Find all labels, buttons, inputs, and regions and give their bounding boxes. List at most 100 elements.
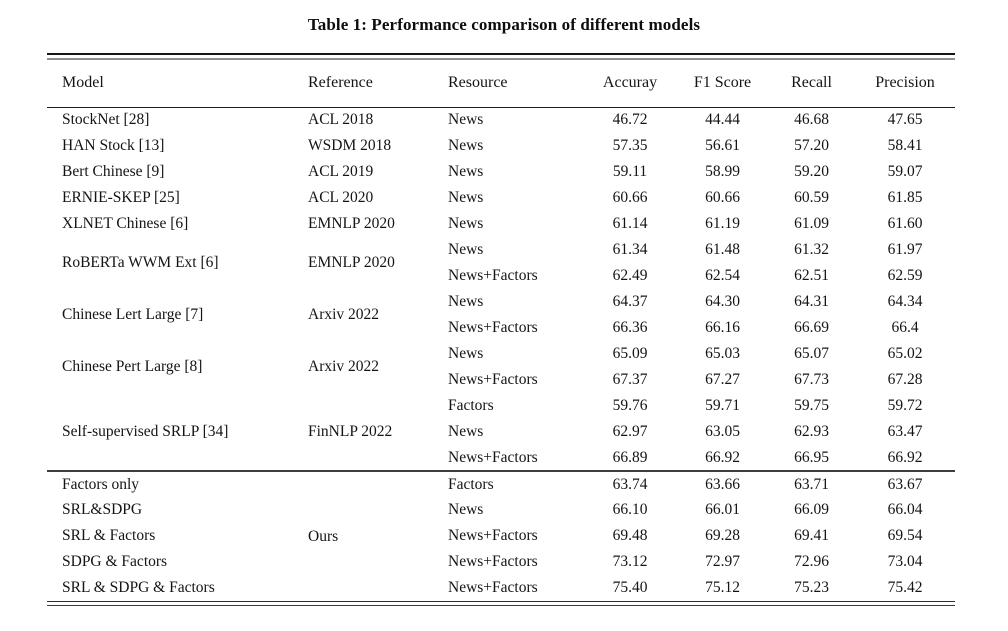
recall-cell: 61.32 xyxy=(794,241,829,258)
resource-cell: News xyxy=(448,241,484,258)
table-row: XLNET Chinese [6] EMNLP 2020 News 61.14 … xyxy=(47,211,955,237)
resource-cell: News+Factors xyxy=(448,267,538,284)
resource-cell: News+Factors xyxy=(448,527,538,544)
col-header-f1: F1 Score xyxy=(693,74,752,92)
precision-cell: 61.97 xyxy=(887,241,923,258)
f1-cell: 66.01 xyxy=(705,501,740,518)
table-top-rule xyxy=(47,53,955,60)
model-cell: ERNIE-SKEP [25] xyxy=(62,189,180,206)
f1-cell: 75.12 xyxy=(705,579,740,596)
recall-cell: 63.71 xyxy=(794,475,829,493)
resource-cell: News xyxy=(448,137,484,154)
resource-cell: News xyxy=(448,163,484,180)
performance-table-container: Model Reference Resource Accuray F1 Scor… xyxy=(47,53,955,606)
model-cell: HAN Stock [13] xyxy=(62,137,165,154)
baselines-section: StockNet [28] ACL 2018 News 46.72 44.44 … xyxy=(47,107,955,471)
reference-cell: ACL 2019 xyxy=(308,163,374,180)
f1-cell: 56.61 xyxy=(705,137,740,154)
accuracy-cell: 61.34 xyxy=(612,241,648,258)
reference-cell: ACL 2018 xyxy=(308,111,374,129)
resource-cell: News+Factors xyxy=(448,319,538,336)
recall-cell: 57.20 xyxy=(794,137,829,154)
reference-cell: WSDM 2018 xyxy=(308,137,392,154)
accuracy-cell: 46.72 xyxy=(612,111,648,129)
accuracy-cell: 63.74 xyxy=(612,475,648,493)
table-bottom-rule xyxy=(47,601,955,606)
resource-cell: Factors xyxy=(448,475,494,493)
table-row: HAN Stock [13] WSDM 2018 News 57.35 56.6… xyxy=(47,133,955,159)
table-row: News+Factors 62.49 62.54 62.51 62.59 xyxy=(47,263,955,289)
f1-cell: 67.27 xyxy=(705,371,740,388)
accuracy-cell: 75.40 xyxy=(612,579,648,596)
recall-cell: 67.73 xyxy=(794,371,829,388)
reference-cell: ACL 2020 xyxy=(308,189,374,206)
accuracy-cell: 59.11 xyxy=(612,163,648,180)
resource-cell: News+Factors xyxy=(448,448,538,466)
col-header-resource: Resource xyxy=(448,74,508,92)
f1-cell: 72.97 xyxy=(705,553,740,570)
reference-cell: Ours xyxy=(308,527,339,545)
precision-cell: 64.34 xyxy=(887,293,923,310)
table-row: SRL&SDPG News 66.10 66.01 66.09 66.04 xyxy=(47,497,955,523)
recall-cell: 66.69 xyxy=(794,319,829,336)
accuracy-cell: 62.97 xyxy=(612,423,648,440)
table-row: Bert Chinese [9] ACL 2019 News 59.11 58.… xyxy=(47,159,955,185)
table-row: Factors only Ours Factors 63.74 63.66 63… xyxy=(47,471,955,545)
accuracy-cell: 60.66 xyxy=(612,189,648,206)
precision-cell: 62.59 xyxy=(887,267,923,284)
precision-cell: 67.28 xyxy=(887,371,923,388)
recall-cell: 65.07 xyxy=(794,345,829,362)
recall-cell: 66.09 xyxy=(794,501,829,518)
precision-cell: 61.60 xyxy=(887,215,923,232)
header-row: Model Reference Resource Accuray F1 Scor… xyxy=(47,60,955,107)
accuracy-cell: 69.48 xyxy=(612,527,648,544)
table-row: SRL & SDPG & Factors News+Factors 75.40 … xyxy=(47,575,955,601)
model-cell: SDPG & Factors xyxy=(62,553,168,570)
precision-cell: 58.41 xyxy=(887,137,923,154)
f1-cell: 62.54 xyxy=(705,267,740,284)
resource-cell: Factors xyxy=(448,397,494,414)
accuracy-cell: 57.35 xyxy=(612,137,648,154)
accuracy-cell: 67.37 xyxy=(612,371,648,388)
precision-cell: 59.72 xyxy=(887,397,923,414)
table-row: RoBERTa WWM Ext [6] EMNLP 2020 News 61.3… xyxy=(47,237,955,271)
accuracy-cell: 59.76 xyxy=(612,397,648,414)
table-row: News 62.97 63.05 62.93 63.47 xyxy=(47,419,955,445)
ours-section: Factors only Ours Factors 63.74 63.66 63… xyxy=(47,471,955,601)
resource-cell: News xyxy=(448,111,484,129)
recall-cell: 59.20 xyxy=(794,163,829,180)
recall-cell: 69.41 xyxy=(794,527,829,544)
f1-cell: 44.44 xyxy=(705,111,740,129)
col-header-precision: Precision xyxy=(875,74,935,92)
reference-cell: Arxiv 2022 xyxy=(308,358,380,375)
recall-cell: 61.09 xyxy=(794,215,829,232)
resource-cell: News xyxy=(448,189,484,206)
recall-cell: 64.31 xyxy=(794,293,829,310)
reference-cell: EMNLP 2020 xyxy=(308,254,395,271)
model-cell: Bert Chinese [9] xyxy=(62,163,165,180)
performance-table: Model Reference Resource Accuray F1 Scor… xyxy=(47,60,955,601)
accuracy-cell: 64.37 xyxy=(612,293,648,310)
model-cell: Chinese Lert Large [7] xyxy=(62,306,204,323)
col-header-recall: Recall xyxy=(791,74,832,92)
accuracy-cell: 62.49 xyxy=(612,267,648,284)
f1-cell: 65.03 xyxy=(705,345,740,362)
f1-cell: 63.05 xyxy=(705,423,740,440)
recall-cell: 46.68 xyxy=(794,111,829,129)
table-row: News+Factors 67.37 67.27 67.73 67.28 xyxy=(47,367,955,393)
precision-cell: 65.02 xyxy=(887,345,923,362)
table-row: Chinese Lert Large [7] Arxiv 2022 News 6… xyxy=(47,289,955,323)
precision-cell: 66.04 xyxy=(887,501,923,518)
f1-cell: 63.66 xyxy=(705,475,740,493)
table-row: News+Factors 66.36 66.16 66.69 66.4 xyxy=(47,315,955,341)
f1-cell: 69.28 xyxy=(705,527,740,544)
model-cell: StockNet [28] xyxy=(62,111,150,129)
f1-cell: 59.71 xyxy=(705,397,740,414)
resource-cell: News+Factors xyxy=(448,553,538,570)
recall-cell: 62.93 xyxy=(794,423,829,440)
resource-cell: News xyxy=(448,293,484,310)
table-caption: Table 1: Performance comparison of diffe… xyxy=(307,15,701,34)
precision-cell: 47.65 xyxy=(887,111,923,129)
col-header-accuracy: Accuray xyxy=(602,74,658,92)
accuracy-cell: 61.14 xyxy=(612,215,648,232)
